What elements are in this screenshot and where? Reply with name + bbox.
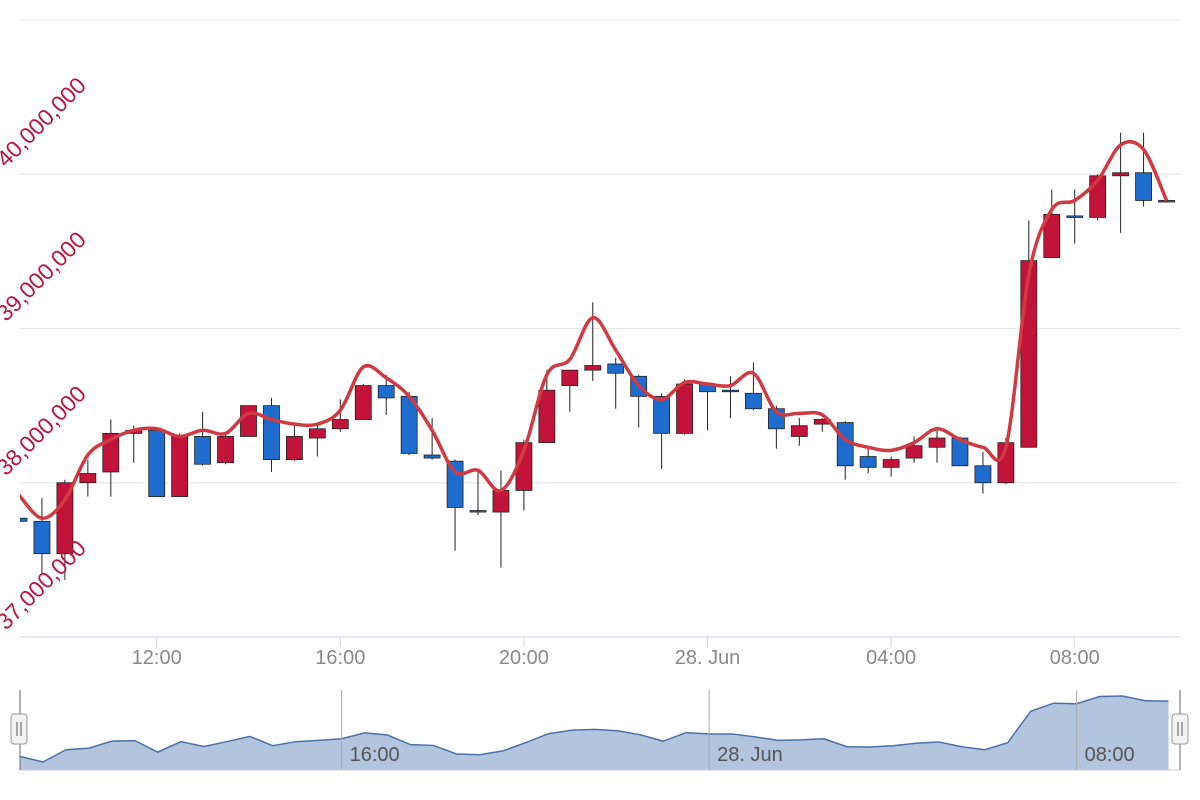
candle-body xyxy=(446,460,464,508)
candle-body xyxy=(859,456,877,468)
candle-body xyxy=(790,425,808,437)
candle-body xyxy=(423,454,441,459)
grid xyxy=(20,173,1180,638)
candle-body xyxy=(1135,172,1152,201)
candle-body xyxy=(240,405,257,437)
x-tick-label: 20:00 xyxy=(499,647,549,669)
navigator-handle-right[interactable] xyxy=(1171,713,1189,745)
candle-body xyxy=(263,405,280,461)
candle-body xyxy=(33,520,51,555)
navigator: 16:00 28. Jun 08:00 xyxy=(19,690,1181,771)
candle-body xyxy=(538,389,556,444)
y-tick-label: 38,000,000 xyxy=(0,380,91,480)
candle-body xyxy=(354,385,372,420)
candle-body xyxy=(20,517,28,522)
navigator-handles[interactable] xyxy=(10,713,1189,745)
x-tick-label: 12:00 xyxy=(132,647,182,669)
navigator-tick-label: 08:00 xyxy=(1085,744,1135,766)
candle-body xyxy=(1112,172,1130,177)
y-tick-label: 39,000,000 xyxy=(0,226,91,326)
candle-body xyxy=(286,436,303,461)
candle-body xyxy=(1158,200,1175,203)
candle-body xyxy=(469,510,487,513)
candle-body xyxy=(331,419,349,430)
y-tick-label: 40,000,000 xyxy=(0,72,91,172)
navigator-line xyxy=(19,695,1169,763)
candle-body xyxy=(584,365,602,371)
candle-body xyxy=(194,436,212,465)
candle-body xyxy=(79,473,97,484)
navigator-tick-label: 16:00 xyxy=(350,744,400,766)
x-tick-label: 04:00 xyxy=(866,647,916,669)
x-tick-label: 08:00 xyxy=(1050,647,1100,669)
x-tick-label: 16:00 xyxy=(315,647,365,669)
navigator-area xyxy=(20,696,1169,770)
candle-body xyxy=(217,436,234,464)
navigator-tick-label: 28. Jun xyxy=(717,744,783,766)
candle-body xyxy=(1066,215,1084,218)
candle-body xyxy=(653,395,671,434)
candle-body xyxy=(928,437,946,448)
candle-body xyxy=(308,428,326,439)
candle-body xyxy=(745,392,762,410)
candle-body xyxy=(722,389,739,393)
candle-body xyxy=(171,436,189,498)
candle-body xyxy=(905,445,923,459)
candle-body xyxy=(1020,260,1038,448)
candle-body xyxy=(607,363,625,374)
candle-body xyxy=(561,369,579,386)
candle-body xyxy=(492,490,510,513)
candle-body xyxy=(676,383,693,434)
candle-body xyxy=(882,459,900,468)
candle-body xyxy=(148,429,166,498)
x-tick-label: 28. Jun xyxy=(675,647,741,669)
navigator-handle-left[interactable] xyxy=(10,713,28,745)
candle-body xyxy=(377,385,395,399)
plot-area xyxy=(20,132,1175,580)
candle-body xyxy=(974,465,992,484)
trend-line xyxy=(20,139,1169,520)
candle-body xyxy=(56,482,74,555)
candle-body xyxy=(1043,213,1061,258)
